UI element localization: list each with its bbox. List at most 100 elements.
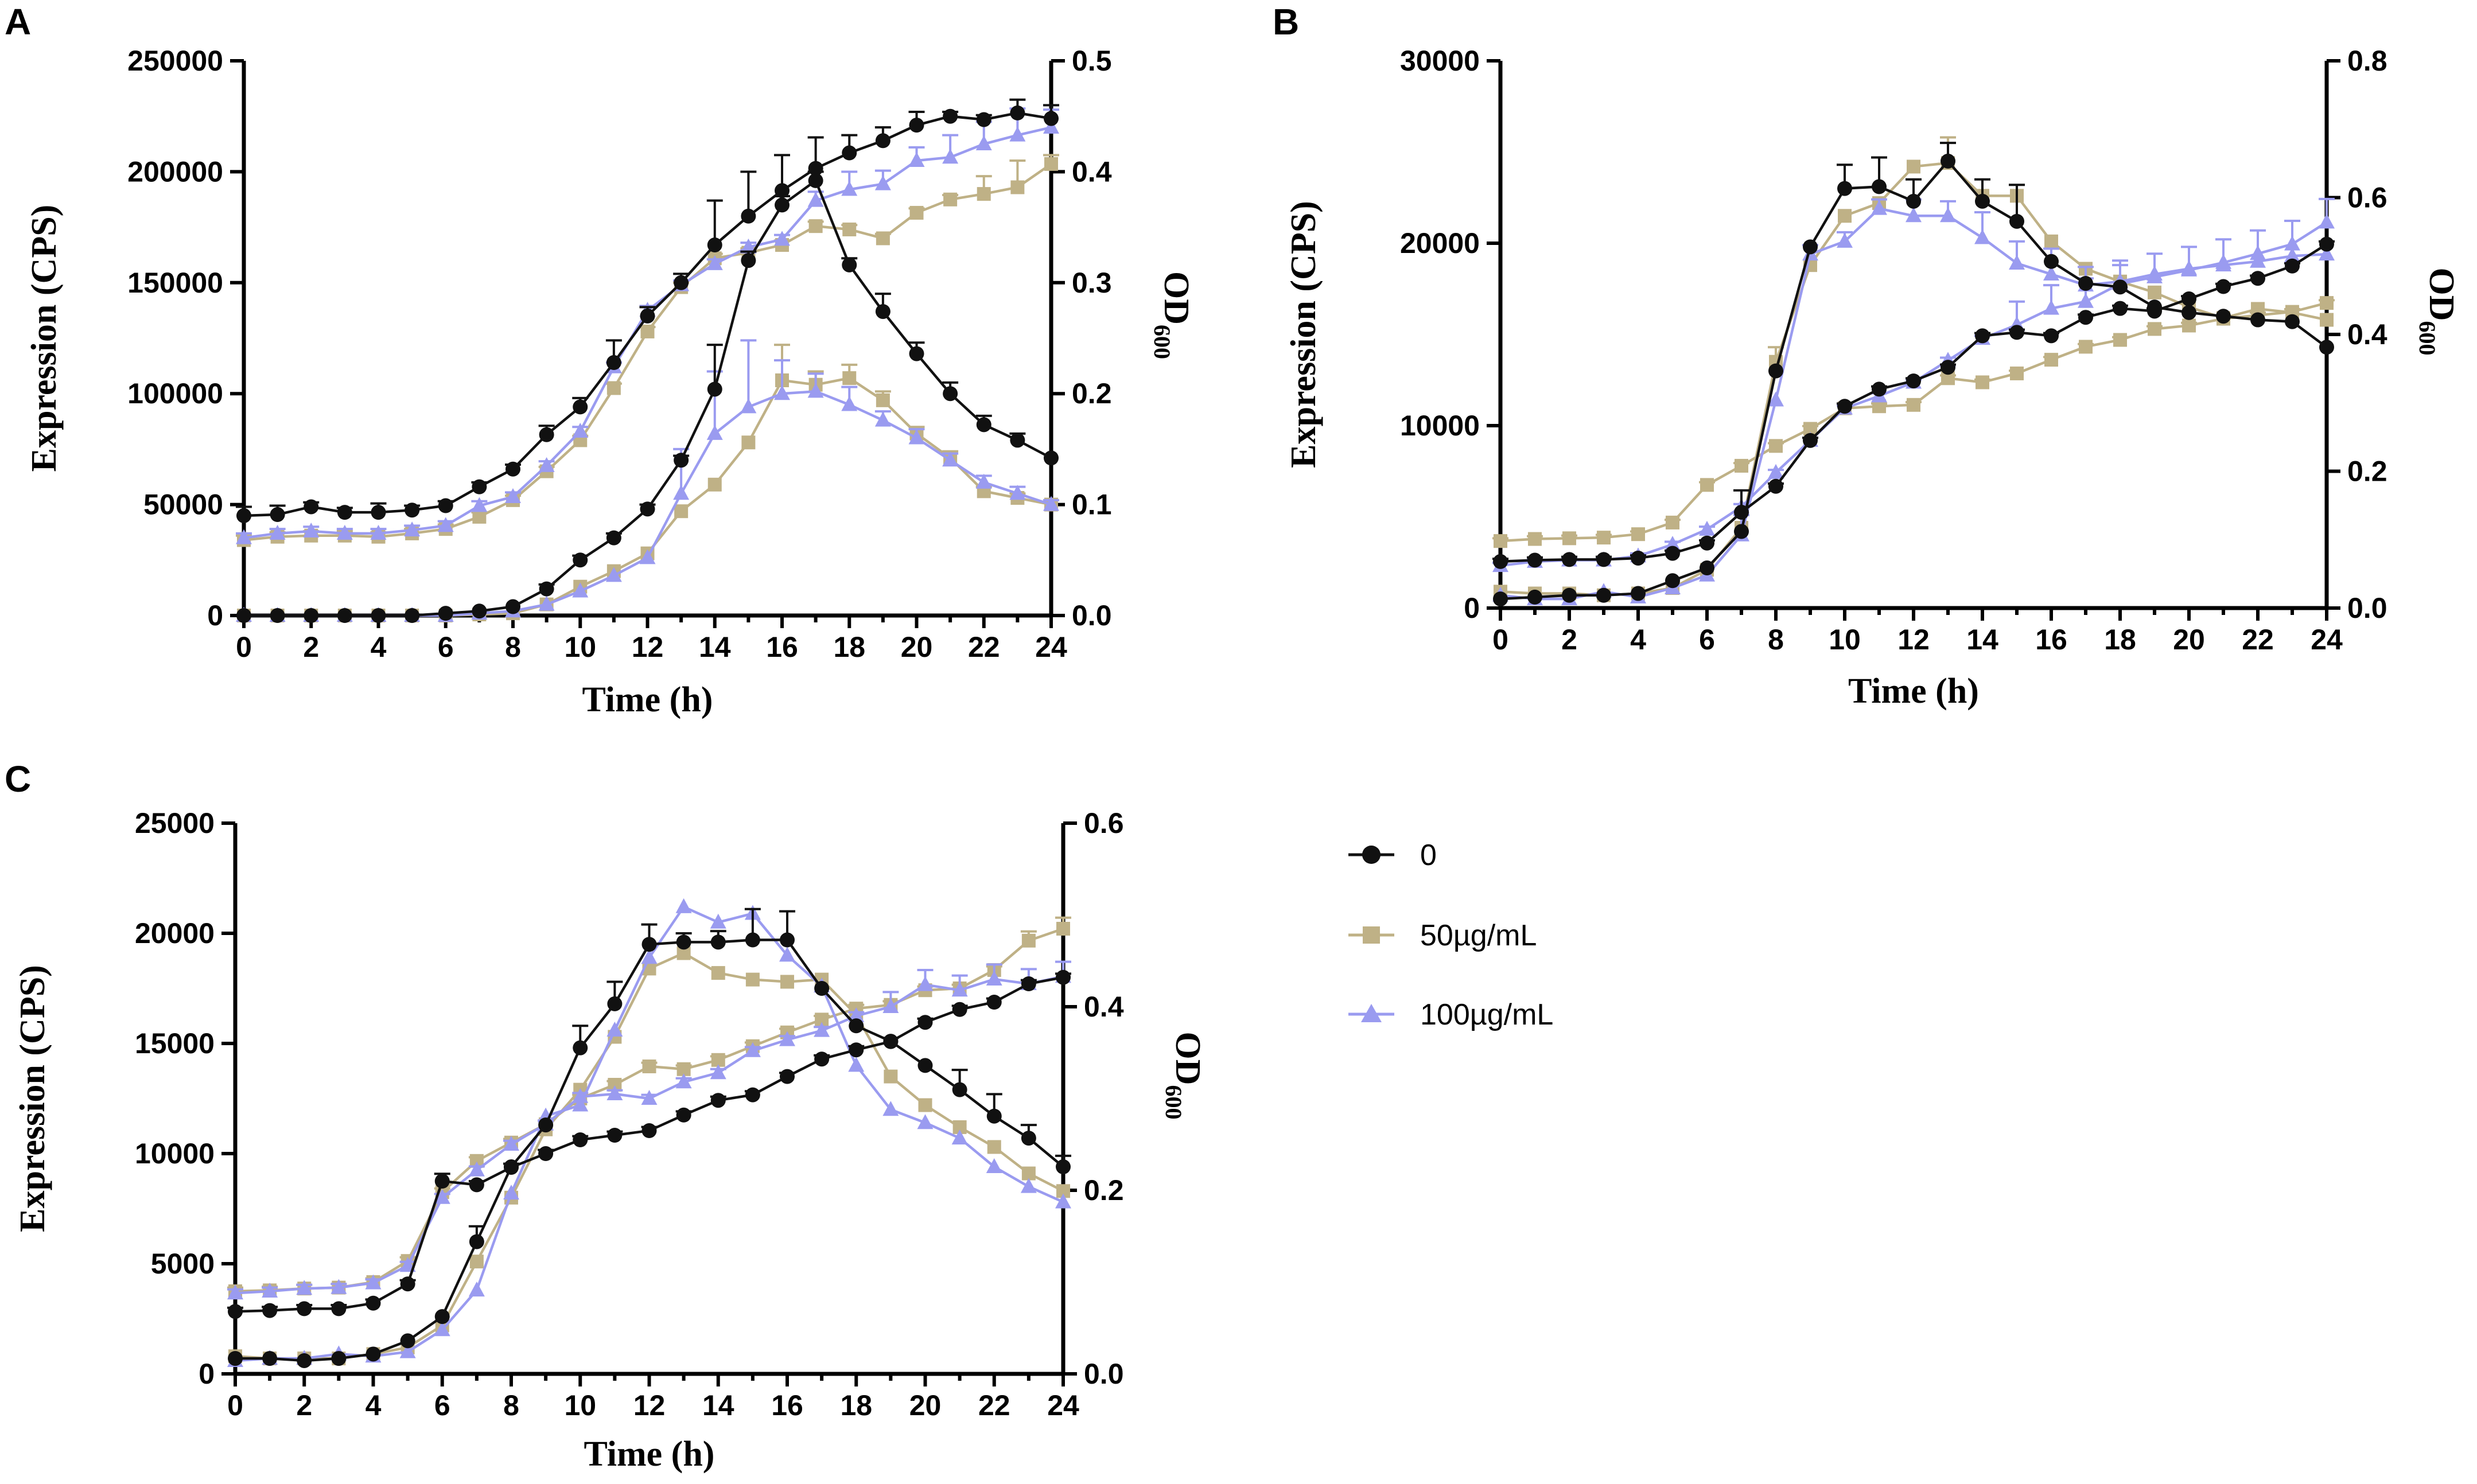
x-tick-label: 10 (1829, 624, 1861, 656)
data-point (1021, 933, 1036, 948)
data-point (640, 308, 655, 324)
data-point (1666, 515, 1679, 529)
legend-marker-square (1363, 926, 1380, 944)
data-point (943, 108, 958, 124)
y-tick-label-right: 0.8 (2347, 45, 2387, 77)
data-point (1562, 531, 1576, 546)
data-point (303, 523, 320, 538)
data-point (1527, 552, 1542, 568)
data-point (607, 1128, 623, 1143)
data-point (674, 504, 689, 519)
y-tick-label-right: 0.6 (1084, 807, 1124, 839)
data-point (1043, 496, 1059, 511)
panel-letter: B (1273, 1, 1299, 42)
data-point (707, 477, 722, 492)
data-point (976, 112, 991, 127)
y-tick-label-right: 0.0 (2347, 592, 2387, 624)
data-point (337, 608, 352, 623)
data-point (2148, 285, 2161, 299)
data-point (951, 1129, 968, 1145)
data-point (1596, 552, 1611, 567)
data-point (2319, 340, 2334, 355)
y-tick-label-right: 0.1 (1072, 489, 1112, 521)
data-point (814, 1022, 830, 1037)
data-point (2044, 234, 2058, 248)
data-point (472, 603, 487, 619)
data-point (1735, 458, 1748, 473)
data-point (779, 1031, 795, 1046)
panel-a: A0 2 4 6 8 10 12 14 16 18 20 22 24050000100000150000… (5, 1, 1196, 719)
data-point (572, 582, 589, 598)
data-point (1665, 546, 1680, 561)
data-point (1700, 478, 1714, 492)
data-point (2182, 305, 2196, 320)
data-point (606, 1085, 623, 1100)
x-tick-label: 2 (303, 631, 319, 663)
y-tick-label-left: 200000 (127, 155, 223, 188)
y2-title-main: OD (1157, 271, 1196, 325)
data-point (269, 524, 286, 540)
panel-letter: C (5, 758, 31, 800)
data-point (538, 457, 555, 472)
data-point (228, 1304, 243, 1319)
data-point (605, 567, 622, 582)
data-point (780, 1069, 795, 1084)
data-point (1596, 587, 1611, 603)
data-point (674, 453, 689, 468)
data-point (775, 197, 790, 213)
data-point (917, 976, 934, 991)
x-tick-label: 20 (909, 1389, 942, 1421)
data-point (236, 508, 251, 523)
data-point (741, 435, 756, 450)
data-point (740, 238, 757, 254)
series-100-right (227, 960, 1071, 1300)
x-axis-title: Time (h) (1848, 672, 1979, 711)
legend-marker-triangle (1361, 1004, 1382, 1022)
data-point (986, 1108, 1002, 1124)
data-point (876, 393, 890, 407)
legend-item-100: 100µg/mL (1348, 998, 1553, 1031)
data-point (1907, 159, 1920, 174)
y-tick-label-right: 0.2 (1072, 377, 1112, 410)
data-point (573, 552, 588, 568)
series-line (1500, 301, 2327, 543)
data-point (2147, 268, 2163, 283)
x-tick-label: 6 (1699, 624, 1715, 656)
data-point (807, 383, 824, 398)
data-point (304, 499, 319, 515)
data-point (918, 1098, 932, 1112)
y2-title-subscript: 600 (1161, 1085, 1187, 1120)
data-point (842, 222, 857, 236)
data-point (639, 549, 656, 564)
data-point (641, 949, 658, 964)
data-point (1975, 193, 1990, 209)
data-point (337, 505, 352, 520)
data-point (2320, 296, 2334, 310)
y-tick-label-left: 20000 (1400, 227, 1480, 259)
data-point (745, 932, 760, 948)
x-tick-label: 10 (564, 1389, 596, 1421)
x-tick-label: 24 (2311, 624, 2343, 656)
y2-axis-title: OD600 (1161, 1032, 1207, 1120)
series-0-right (1492, 236, 2335, 569)
x-tick-label: 14 (699, 631, 731, 663)
x-tick-label: 0 (1492, 624, 1508, 656)
data-point (977, 187, 991, 201)
data-point (438, 606, 453, 621)
x-tick-label: 18 (833, 631, 865, 663)
data-point (774, 385, 790, 400)
legend-label-0: 0 (1420, 839, 1437, 872)
data-point (1528, 532, 1542, 546)
data-point (2216, 279, 2231, 294)
y2-title-main: OD (2422, 268, 2461, 321)
data-point (1056, 969, 1071, 985)
legend: 0 50µg/mL 100µg/mL (1348, 839, 1553, 1031)
data-point (1941, 360, 1955, 375)
data-point (236, 529, 252, 544)
series-50-right (1492, 296, 2335, 548)
x-tick-label: 0 (227, 1389, 243, 1421)
data-point (472, 509, 487, 524)
x-tick-label: 18 (840, 1389, 872, 1421)
data-point (434, 1189, 450, 1204)
data-point (917, 1015, 933, 1030)
